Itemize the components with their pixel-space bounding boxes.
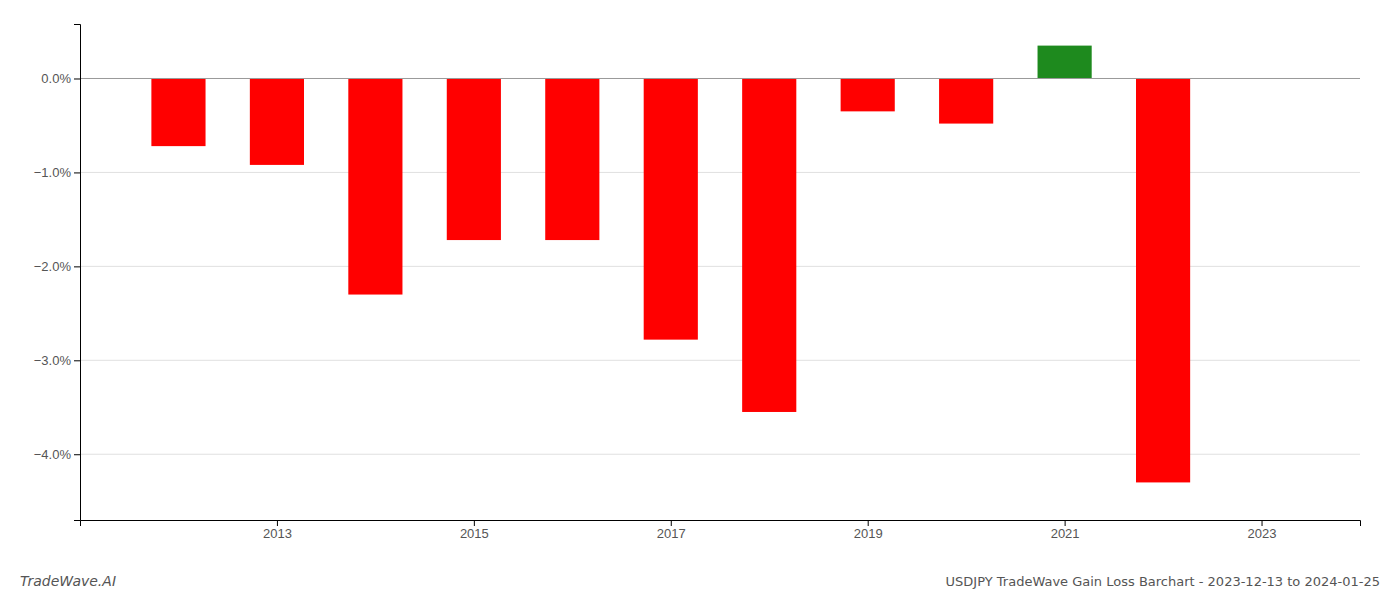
bar — [939, 78, 993, 123]
zero-line — [80, 78, 1360, 79]
bar — [151, 78, 205, 146]
x-tick: 2023 — [1248, 520, 1277, 541]
x-tick-label: 2023 — [1248, 526, 1277, 541]
bar — [447, 78, 501, 240]
y-tick: −2.0% — [34, 259, 80, 274]
bar — [742, 78, 796, 411]
y-tick-label: −3.0% — [34, 353, 72, 368]
bar — [1038, 46, 1092, 79]
bar — [1136, 78, 1190, 482]
x-tick-mark — [277, 520, 278, 526]
y-tick-mark — [74, 360, 80, 361]
x-tick-label: 2021 — [1051, 526, 1080, 541]
x-tick-label: 2017 — [657, 526, 686, 541]
x-tick: 2021 — [1051, 520, 1080, 541]
chart-svg: 0.0% −1.0% −2.0% −3.0% −4.0% 2013 2015 2017 2019… — [0, 0, 1400, 600]
bar — [545, 78, 599, 240]
x-tick-label: 2013 — [263, 526, 292, 541]
y-tick-label: −4.0% — [34, 447, 72, 462]
watermark: TradeWave.AI — [20, 573, 116, 589]
x-axis: 2013 2015 2017 2019 2021 2023 — [81, 520, 1361, 541]
bars — [151, 46, 1190, 483]
x-tick: 2017 — [657, 520, 686, 541]
y-tick-mark — [74, 454, 80, 455]
x-axis-line — [81, 521, 1361, 527]
x-tick-label: 2019 — [854, 526, 883, 541]
bar — [348, 78, 402, 294]
bar — [250, 78, 304, 164]
y-tick-mark — [74, 78, 80, 79]
x-tick-mark — [671, 520, 672, 526]
y-axis: 0.0% −1.0% −2.0% −3.0% −4.0% — [34, 25, 81, 521]
plot-area: 0.0% −1.0% −2.0% −3.0% −4.0% 2013 2015 2017 2019… — [34, 25, 1361, 542]
y-tick-label: −1.0% — [34, 165, 72, 180]
y-tick: −3.0% — [34, 353, 80, 368]
y-tick-label: −2.0% — [34, 259, 72, 274]
grid-line — [80, 78, 1360, 79]
y-tick: 0.0% — [41, 71, 80, 86]
x-tick-mark — [868, 520, 869, 526]
x-tick-mark — [1065, 520, 1066, 526]
y-axis-line — [74, 25, 81, 521]
y-tick-label: 0.0% — [41, 71, 71, 86]
bar — [644, 78, 698, 339]
x-tick: 2015 — [460, 520, 489, 541]
y-tick: −1.0% — [34, 165, 80, 180]
title: USDJPY TradeWave Gain Loss Barchart - 20… — [946, 574, 1380, 589]
y-tick-mark — [74, 172, 80, 173]
x-tick-label: 2015 — [460, 526, 489, 541]
bar — [841, 78, 895, 111]
y-tick: −4.0% — [34, 447, 80, 462]
x-tick: 2013 — [263, 520, 292, 541]
x-tick: 2019 — [854, 520, 883, 541]
x-tick-mark — [1262, 520, 1263, 526]
x-tick-mark — [474, 520, 475, 526]
y-tick-mark — [74, 266, 80, 267]
